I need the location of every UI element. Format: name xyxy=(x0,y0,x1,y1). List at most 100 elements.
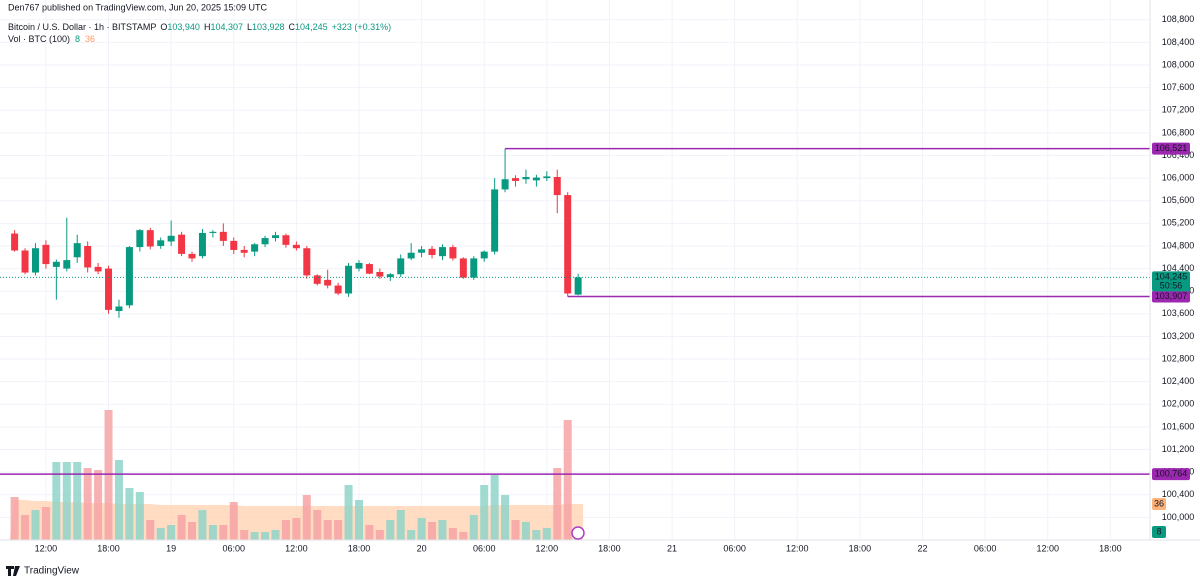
open: 103,940 xyxy=(167,22,200,32)
volume-bar xyxy=(41,507,50,540)
publisher: Den767 published on TradingView.com, Jun… xyxy=(8,2,268,12)
y-tick-label: 107,600 xyxy=(1162,82,1195,92)
low: 103,928 xyxy=(252,22,285,32)
candle-body xyxy=(52,261,60,267)
y-tick-label: 102,000 xyxy=(1162,399,1195,409)
candle-body xyxy=(428,248,436,256)
price-pane xyxy=(0,147,1150,475)
y-tick-label: 106,400 xyxy=(1162,150,1195,160)
candle-body xyxy=(522,176,530,180)
volume-value: 8 xyxy=(75,34,80,44)
volume-bar xyxy=(114,460,123,540)
volume-bar xyxy=(219,525,228,540)
candle-body xyxy=(31,248,39,273)
x-tick-label: 06:00 xyxy=(473,543,496,553)
candle-body xyxy=(532,177,540,181)
volume-bar xyxy=(542,528,551,540)
x-tick-label: 06:00 xyxy=(974,543,997,553)
volume-ma-value: 36 xyxy=(85,34,95,44)
volume-bar xyxy=(354,500,363,540)
x-tick-label: 22 xyxy=(917,543,927,553)
volume-info: Vol · BTC (100) 8 36 xyxy=(8,34,95,44)
price-axis: 100,000100,400100,800101,200101,600102,0… xyxy=(35,14,1195,553)
candle-body xyxy=(209,231,217,233)
y-tick-label: 102,400 xyxy=(1162,376,1195,386)
volume-bar xyxy=(396,510,405,540)
volume-bar xyxy=(261,532,270,540)
grid xyxy=(0,0,1150,540)
candle-body xyxy=(553,176,561,196)
candle-body xyxy=(313,275,321,284)
candle-body xyxy=(324,279,332,286)
volume-bar xyxy=(94,470,103,540)
x-tick-label: 12:00 xyxy=(786,543,809,553)
level-tag xyxy=(1152,468,1190,481)
x-tick-label: 18:00 xyxy=(598,543,621,553)
candle-body xyxy=(240,249,248,253)
y-tick-label: 105,200 xyxy=(1162,218,1195,228)
volume-bar xyxy=(344,485,353,540)
volume-bar xyxy=(21,515,30,540)
candle-body xyxy=(105,268,113,310)
y-tick-label: 100,000 xyxy=(1162,512,1195,522)
level-tag xyxy=(1152,142,1190,155)
y-tick-label: 108,400 xyxy=(1162,37,1195,47)
legend: Den767 published on TradingView.com, Jun… xyxy=(8,2,391,44)
x-tick-label: 12:00 xyxy=(536,543,559,553)
volume-tag xyxy=(1152,498,1166,510)
candle-body xyxy=(271,235,279,239)
y-tick-label: 106,000 xyxy=(1162,172,1195,182)
y-tick-label: 103,600 xyxy=(1162,308,1195,318)
candle-body xyxy=(94,266,102,272)
volume-bar xyxy=(313,510,322,540)
candle-body xyxy=(397,258,405,275)
x-tick-label: 12:00 xyxy=(285,543,308,553)
volume-tag-label: 36 xyxy=(1154,498,1164,508)
volume-bar xyxy=(511,520,520,540)
candle-body xyxy=(178,234,186,254)
volume-bar xyxy=(156,528,165,540)
x-tick-label: 18:00 xyxy=(97,543,120,553)
candle-body xyxy=(63,260,71,269)
level-tag-label: 100,764 xyxy=(1155,469,1188,479)
c-label: C xyxy=(289,22,296,32)
volume-bar xyxy=(10,497,19,540)
volume-bar xyxy=(198,510,207,540)
x-tick-label: 12:00 xyxy=(1036,543,1059,553)
l-label: L xyxy=(247,22,252,32)
candle-body xyxy=(115,306,123,311)
candle-body xyxy=(480,251,488,259)
volume-bar xyxy=(271,530,280,540)
close: 104,245 xyxy=(295,22,328,32)
volume-bar xyxy=(469,515,478,540)
volume-bar xyxy=(104,410,113,540)
candle-body xyxy=(251,244,259,252)
candle-body xyxy=(230,240,238,250)
volume-pane xyxy=(9,410,584,540)
volume-bar xyxy=(208,525,217,540)
volume-bar xyxy=(281,520,290,540)
x-tick-label: 19 xyxy=(166,543,176,553)
volume-bar xyxy=(417,518,426,540)
candle-body xyxy=(11,233,19,251)
level-tag xyxy=(1152,290,1190,303)
candle-body xyxy=(167,235,175,242)
candle-body xyxy=(355,262,363,269)
volume-bar xyxy=(386,520,395,540)
candle-body xyxy=(564,195,572,294)
volume-bar xyxy=(240,530,249,540)
x-tick-label: 06:00 xyxy=(723,543,746,553)
candle-body xyxy=(543,176,551,179)
candle-body xyxy=(512,178,520,181)
volume-bar xyxy=(125,488,134,540)
volume-bar xyxy=(62,462,71,540)
volume-bar xyxy=(250,532,259,540)
candle-body xyxy=(407,252,415,259)
volume-bar xyxy=(490,475,499,540)
candle-body xyxy=(418,249,426,253)
level-tag-label: 106,521 xyxy=(1155,143,1188,153)
candle-body xyxy=(376,271,384,277)
last-price-tag xyxy=(1152,271,1190,292)
